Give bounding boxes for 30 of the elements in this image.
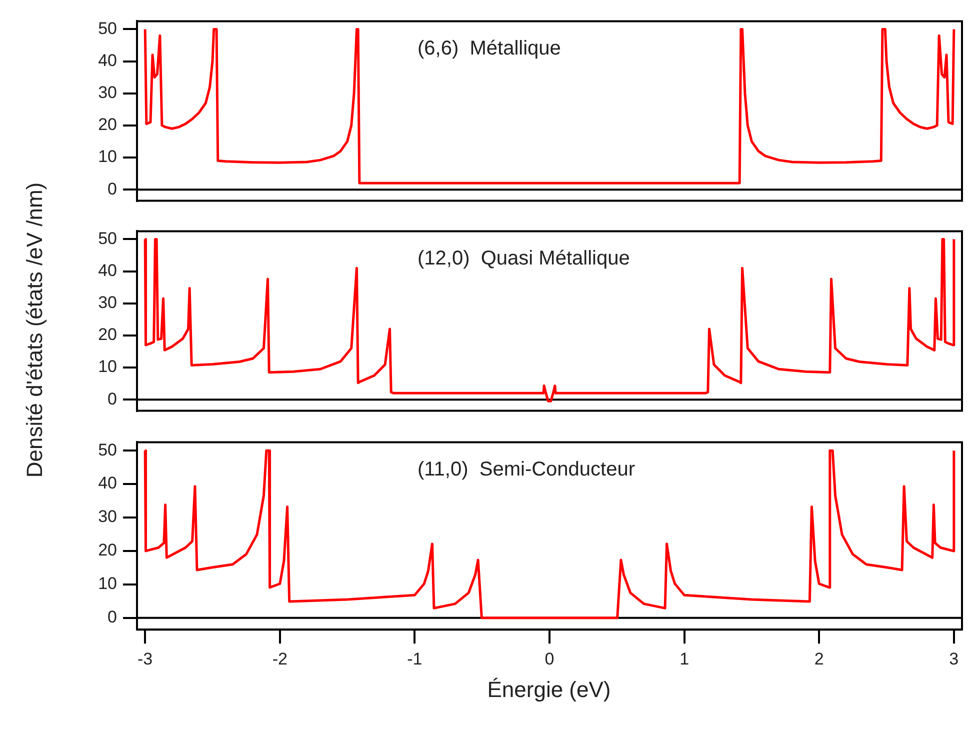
y-tick-label: 30 (98, 83, 117, 102)
y-tick-label: 10 (98, 147, 117, 166)
x-tick-label: -2 (272, 649, 288, 668)
y-tick-label: 40 (98, 474, 117, 493)
y-tick-label: 30 (98, 507, 117, 526)
y-tick-label: 20 (98, 115, 117, 134)
x-tick-label: 2 (814, 649, 824, 668)
y-tick-label: 0 (108, 179, 117, 198)
annotation: (12,0) Quasi Métallique (418, 248, 630, 270)
x-tick-label: -3 (138, 649, 153, 668)
x-tick-label: 3 (949, 649, 959, 668)
y-tick-label: 0 (108, 389, 117, 408)
y-tick-label: 40 (98, 50, 117, 70)
y-tick-label: 20 (98, 325, 117, 344)
y-tick-label: 20 (98, 540, 117, 560)
y-tick-label: 10 (98, 574, 117, 594)
y-tick-label: 50 (98, 18, 117, 38)
x-axis-title: Énergie (eV) (487, 677, 611, 703)
y-axis-title: Densité d'états (états /eV /nm) (22, 182, 48, 478)
x-tick-label: 0 (544, 649, 554, 668)
annotation: (11,0) Semi-Conducteur (418, 458, 636, 481)
y-tick-label: 50 (98, 228, 117, 248)
x-tick-label: 1 (680, 649, 690, 668)
annotation: (6,6) Métallique (418, 38, 561, 60)
y-tick-label: 0 (108, 608, 117, 627)
y-tick-label: 10 (98, 357, 117, 376)
y-tick-label: 30 (98, 293, 117, 312)
x-tick-label: -1 (407, 649, 422, 668)
y-tick-label: 40 (98, 260, 117, 280)
y-tick-label: 50 (98, 440, 117, 460)
